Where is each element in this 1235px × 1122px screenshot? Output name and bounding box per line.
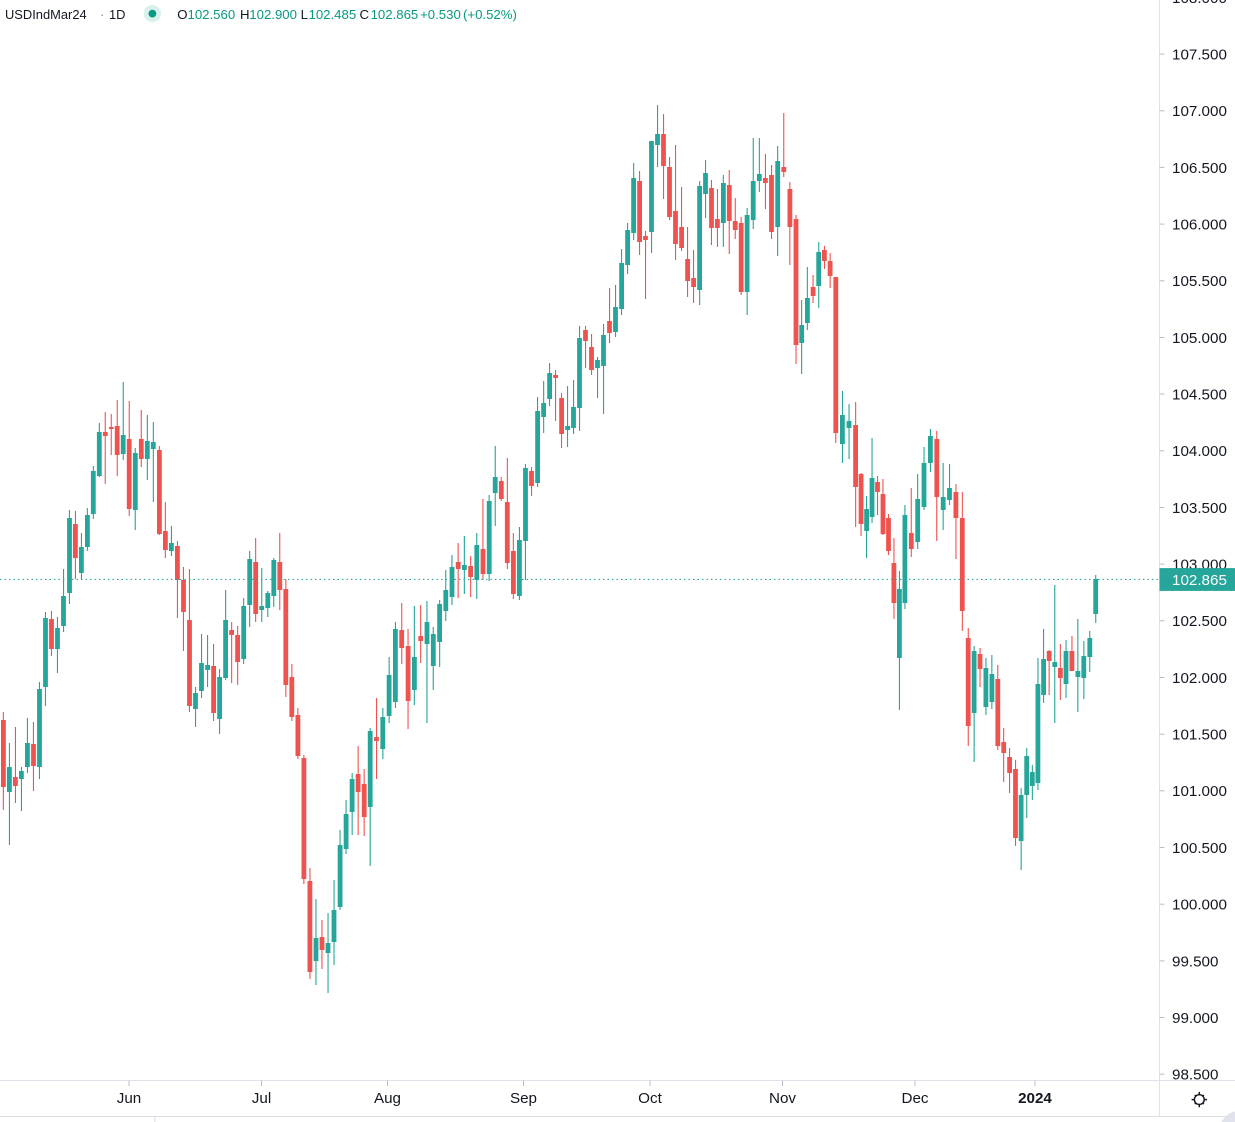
svg-text:102.000: 102.000	[1172, 670, 1227, 687]
svg-text:Nov: Nov	[769, 1090, 796, 1107]
svg-text:108.000: 108.000	[1172, 0, 1227, 7]
svg-text:Dec: Dec	[901, 1090, 928, 1107]
svg-text:106.500: 106.500	[1172, 160, 1227, 177]
svg-text:104.500: 104.500	[1172, 387, 1227, 404]
svg-text:Jul: Jul	[252, 1090, 271, 1107]
svg-text:H: H	[240, 7, 250, 22]
svg-text:105.500: 105.500	[1172, 273, 1227, 290]
svg-text:106.000: 106.000	[1172, 217, 1227, 234]
svg-text:L: L	[301, 7, 308, 22]
svg-text:102.560: 102.560	[188, 7, 236, 22]
svg-text:101.000: 101.000	[1172, 783, 1227, 800]
svg-text:102.865: 102.865	[1172, 572, 1227, 589]
svg-text:105.000: 105.000	[1172, 330, 1227, 347]
svg-text:+0.530: +0.530	[420, 7, 461, 22]
svg-text:107.000: 107.000	[1172, 103, 1227, 120]
svg-text:100.000: 100.000	[1172, 897, 1227, 914]
svg-text:102.485: 102.485	[309, 7, 357, 22]
svg-text:·: ·	[100, 7, 104, 22]
svg-text:107.500: 107.500	[1172, 47, 1227, 64]
svg-text:104.000: 104.000	[1172, 443, 1227, 460]
svg-text:102.900: 102.900	[249, 7, 297, 22]
svg-text:103.500: 103.500	[1172, 500, 1227, 517]
svg-text:Oct: Oct	[638, 1090, 662, 1107]
svg-text:98.500: 98.500	[1172, 1067, 1218, 1084]
svg-text:100.500: 100.500	[1172, 840, 1227, 857]
svg-text:1D: 1D	[109, 7, 125, 22]
svg-text:C: C	[360, 7, 370, 22]
svg-text:99.000: 99.000	[1172, 1010, 1218, 1027]
svg-text:Sep: Sep	[510, 1090, 537, 1107]
svg-text:(+0.52%): (+0.52%)	[463, 7, 517, 22]
svg-text:2024: 2024	[1018, 1090, 1052, 1107]
svg-text:102.500: 102.500	[1172, 613, 1227, 630]
svg-text:101.500: 101.500	[1172, 727, 1227, 744]
svg-text:102.865: 102.865	[371, 7, 419, 22]
svg-text:Jun: Jun	[117, 1090, 142, 1107]
svg-text:O: O	[177, 7, 187, 22]
svg-text:Aug: Aug	[374, 1090, 401, 1107]
svg-text:USDIndMar24: USDIndMar24	[5, 7, 87, 22]
svg-text:99.500: 99.500	[1172, 953, 1218, 970]
